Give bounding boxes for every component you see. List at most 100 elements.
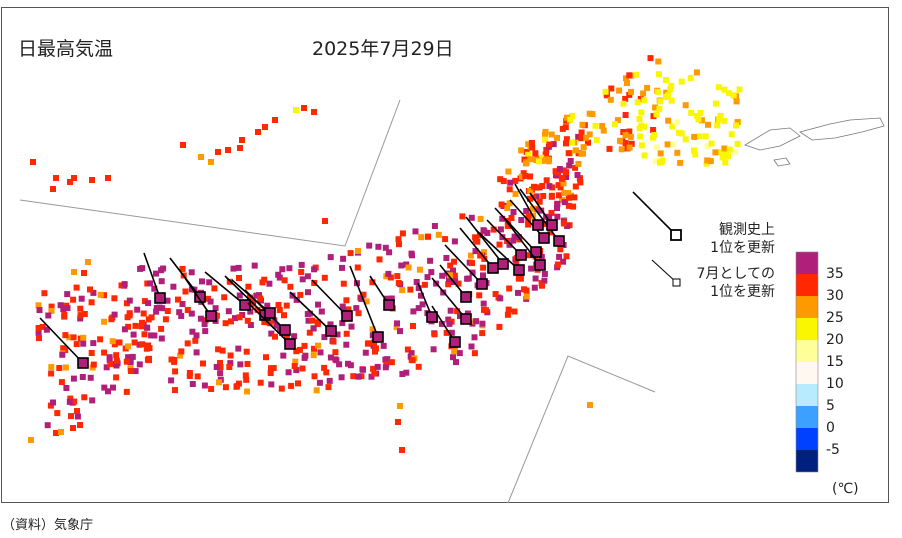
legend-july-label: 7月としての [696, 266, 776, 282]
station-marker [563, 253, 570, 260]
station-marker [585, 139, 591, 146]
station-marker [184, 307, 191, 313]
station-marker [325, 384, 332, 391]
station-marker [79, 374, 86, 380]
unit-label: (℃) [832, 481, 859, 497]
station-marker [538, 154, 545, 161]
station-marker [268, 381, 275, 388]
station-marker [291, 363, 298, 369]
station-marker [318, 308, 325, 315]
station-marker [382, 356, 389, 363]
station-marker [565, 202, 572, 209]
station-marker [560, 167, 567, 174]
station-marker [304, 273, 311, 280]
station-marker [321, 274, 328, 281]
station-marker [736, 86, 743, 93]
station-marker [691, 133, 698, 140]
station-marker [395, 419, 401, 425]
station-marker [244, 317, 251, 324]
station-marker [527, 156, 534, 163]
station-marker [612, 121, 618, 128]
station-marker [404, 346, 411, 353]
station-marker [283, 302, 290, 309]
station-marker [85, 259, 91, 265]
station-marker [504, 311, 511, 318]
station-marker [523, 293, 530, 300]
station-marker [345, 360, 351, 367]
station-marker [159, 305, 166, 312]
station-marker [730, 92, 737, 99]
station-marker [638, 142, 645, 149]
station-marker [382, 244, 389, 251]
station-marker [130, 331, 137, 338]
station-marker [702, 133, 709, 140]
legend-july-symbol [672, 278, 681, 287]
station-marker [293, 296, 300, 303]
station-marker [268, 330, 275, 337]
station-marker [656, 71, 662, 78]
station-marker [733, 98, 740, 105]
station-marker [184, 340, 191, 347]
station-marker [323, 369, 330, 376]
station-marker [556, 253, 563, 260]
station-marker [665, 117, 672, 124]
station-marker [227, 360, 234, 367]
station-marker [339, 264, 345, 271]
station-marker [567, 116, 574, 123]
station-marker [248, 301, 255, 308]
station-marker [158, 335, 165, 342]
station-marker [652, 158, 659, 165]
station-marker [111, 295, 118, 302]
station-marker [678, 130, 685, 137]
station-marker [669, 123, 676, 130]
station-marker [139, 341, 146, 348]
station-marker [168, 356, 175, 363]
station-marker [716, 116, 723, 123]
station-marker [81, 394, 88, 401]
station-marker [542, 128, 549, 135]
station-marker [534, 184, 541, 191]
station-marker [153, 308, 160, 315]
station-marker [705, 121, 711, 128]
scale-label: 15 [826, 354, 844, 370]
coastline-shape [773, 157, 791, 167]
station-marker [326, 377, 333, 384]
station-marker [280, 352, 287, 359]
station-marker [511, 233, 518, 240]
station-marker [264, 302, 271, 309]
station-marker [43, 326, 50, 333]
station-marker [365, 340, 372, 347]
station-marker [124, 314, 131, 321]
station-marker [439, 272, 446, 279]
station-marker [36, 335, 42, 342]
station-marker [97, 291, 104, 298]
station-marker [431, 331, 438, 338]
inset-line [507, 355, 656, 504]
station-marker [602, 88, 609, 95]
station-marker [469, 269, 476, 276]
station-marker [251, 262, 258, 269]
station-marker [667, 86, 674, 93]
station-marker [215, 149, 221, 155]
station-marker [370, 365, 377, 372]
color-scale-swatch [796, 362, 818, 384]
station-marker [481, 306, 487, 313]
station-marker [227, 352, 234, 359]
color-scale-swatch [796, 274, 818, 296]
station-marker [408, 350, 415, 357]
station-marker [490, 226, 497, 233]
station-marker [363, 298, 370, 305]
legend-july-label-2: 1位を更新 [710, 284, 775, 300]
station-marker [73, 341, 80, 348]
station-marker [136, 361, 143, 368]
station-marker [505, 306, 512, 313]
station-marker [369, 326, 376, 333]
station-marker [409, 357, 416, 364]
station-marker [467, 252, 474, 259]
station-marker [301, 342, 308, 349]
station-marker [305, 289, 311, 296]
station-marker [523, 160, 529, 167]
station-marker [399, 371, 406, 377]
station-marker [682, 102, 689, 109]
station-marker [170, 283, 177, 290]
